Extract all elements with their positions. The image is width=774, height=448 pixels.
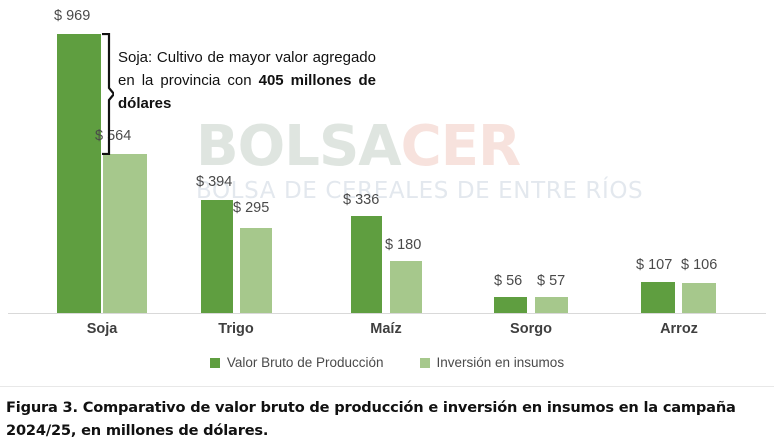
- value-label-arroz-insumos: $ 106: [681, 257, 718, 273]
- value-label-trigo-vbp: $ 394: [196, 174, 233, 190]
- legend-swatch-icon-vbp: [209, 357, 220, 368]
- value-label-sorgo-vbp: $ 56: [494, 273, 523, 289]
- value-label-soja-vbp: $ 969: [54, 8, 91, 24]
- bar-trigo-vbp[interactable]: [201, 200, 233, 313]
- bar-maiz-insumos[interactable]: [390, 261, 422, 313]
- caption-divider: [0, 386, 774, 387]
- value-label-sorgo-insumos: $ 57: [537, 273, 566, 289]
- x-axis-line: [8, 313, 766, 314]
- legend-item-insumos[interactable]: Inversión en insumos: [419, 355, 565, 370]
- legend-item-vbp[interactable]: Valor Bruto de Producción: [209, 355, 384, 370]
- bar-trigo-insumos[interactable]: [240, 228, 272, 313]
- x-tick-label-soja: Soja: [86, 321, 118, 337]
- x-tick-label-maiz: Maíz: [370, 321, 402, 337]
- legend-label-insumos: Inversión en insumos: [436, 355, 565, 370]
- bar-sorgo-insumos[interactable]: [535, 297, 568, 313]
- value-label-trigo-insumos: $ 295: [233, 200, 270, 216]
- bar-soja-insumos[interactable]: [103, 154, 147, 313]
- soja-annotation: Soja: Cultivo de mayor valor agregado en…: [118, 46, 376, 115]
- bars-layer: [57, 34, 716, 313]
- legend-swatch-icon-insumos: [419, 357, 430, 368]
- bar-soja-vbp[interactable]: [57, 34, 101, 313]
- annotation-line-1: Soja: Cultivo de mayor valor: [118, 49, 308, 66]
- bar-arroz-vbp[interactable]: [641, 282, 675, 313]
- chart-plot-area: BOLSACER BOLSA DE CEREALES DE ENTRE RÍOS…: [8, 8, 766, 337]
- figure-caption: Figura 3. Comparativo de valor bruto de …: [6, 399, 736, 439]
- x-tick-label-sorgo: Sorgo: [510, 321, 552, 337]
- bar-sorgo-vbp[interactable]: [494, 297, 527, 313]
- value-label-arroz-vbp: $ 107: [636, 257, 673, 273]
- annotation-brace-icon: [100, 33, 114, 155]
- annotation-line-2: agregado en la provincia con: [118, 49, 376, 89]
- bar-arroz-insumos[interactable]: [682, 283, 716, 313]
- chart-legend: Valor Bruto de Producción Inversión en i…: [0, 355, 774, 370]
- x-tick-label-arroz: Arroz: [660, 321, 698, 337]
- value-label-maiz-insumos: $ 180: [385, 237, 422, 253]
- bar-maiz-vbp[interactable]: [351, 216, 382, 313]
- value-label-maiz-vbp: $ 336: [343, 192, 380, 208]
- value-label-soja-insumos: $ 564: [95, 128, 132, 144]
- legend-label-vbp: Valor Bruto de Producción: [226, 355, 384, 370]
- x-tick-label-trigo: Trigo: [218, 321, 254, 337]
- annotation-highlight: 405 millones de dólares: [118, 72, 377, 112]
